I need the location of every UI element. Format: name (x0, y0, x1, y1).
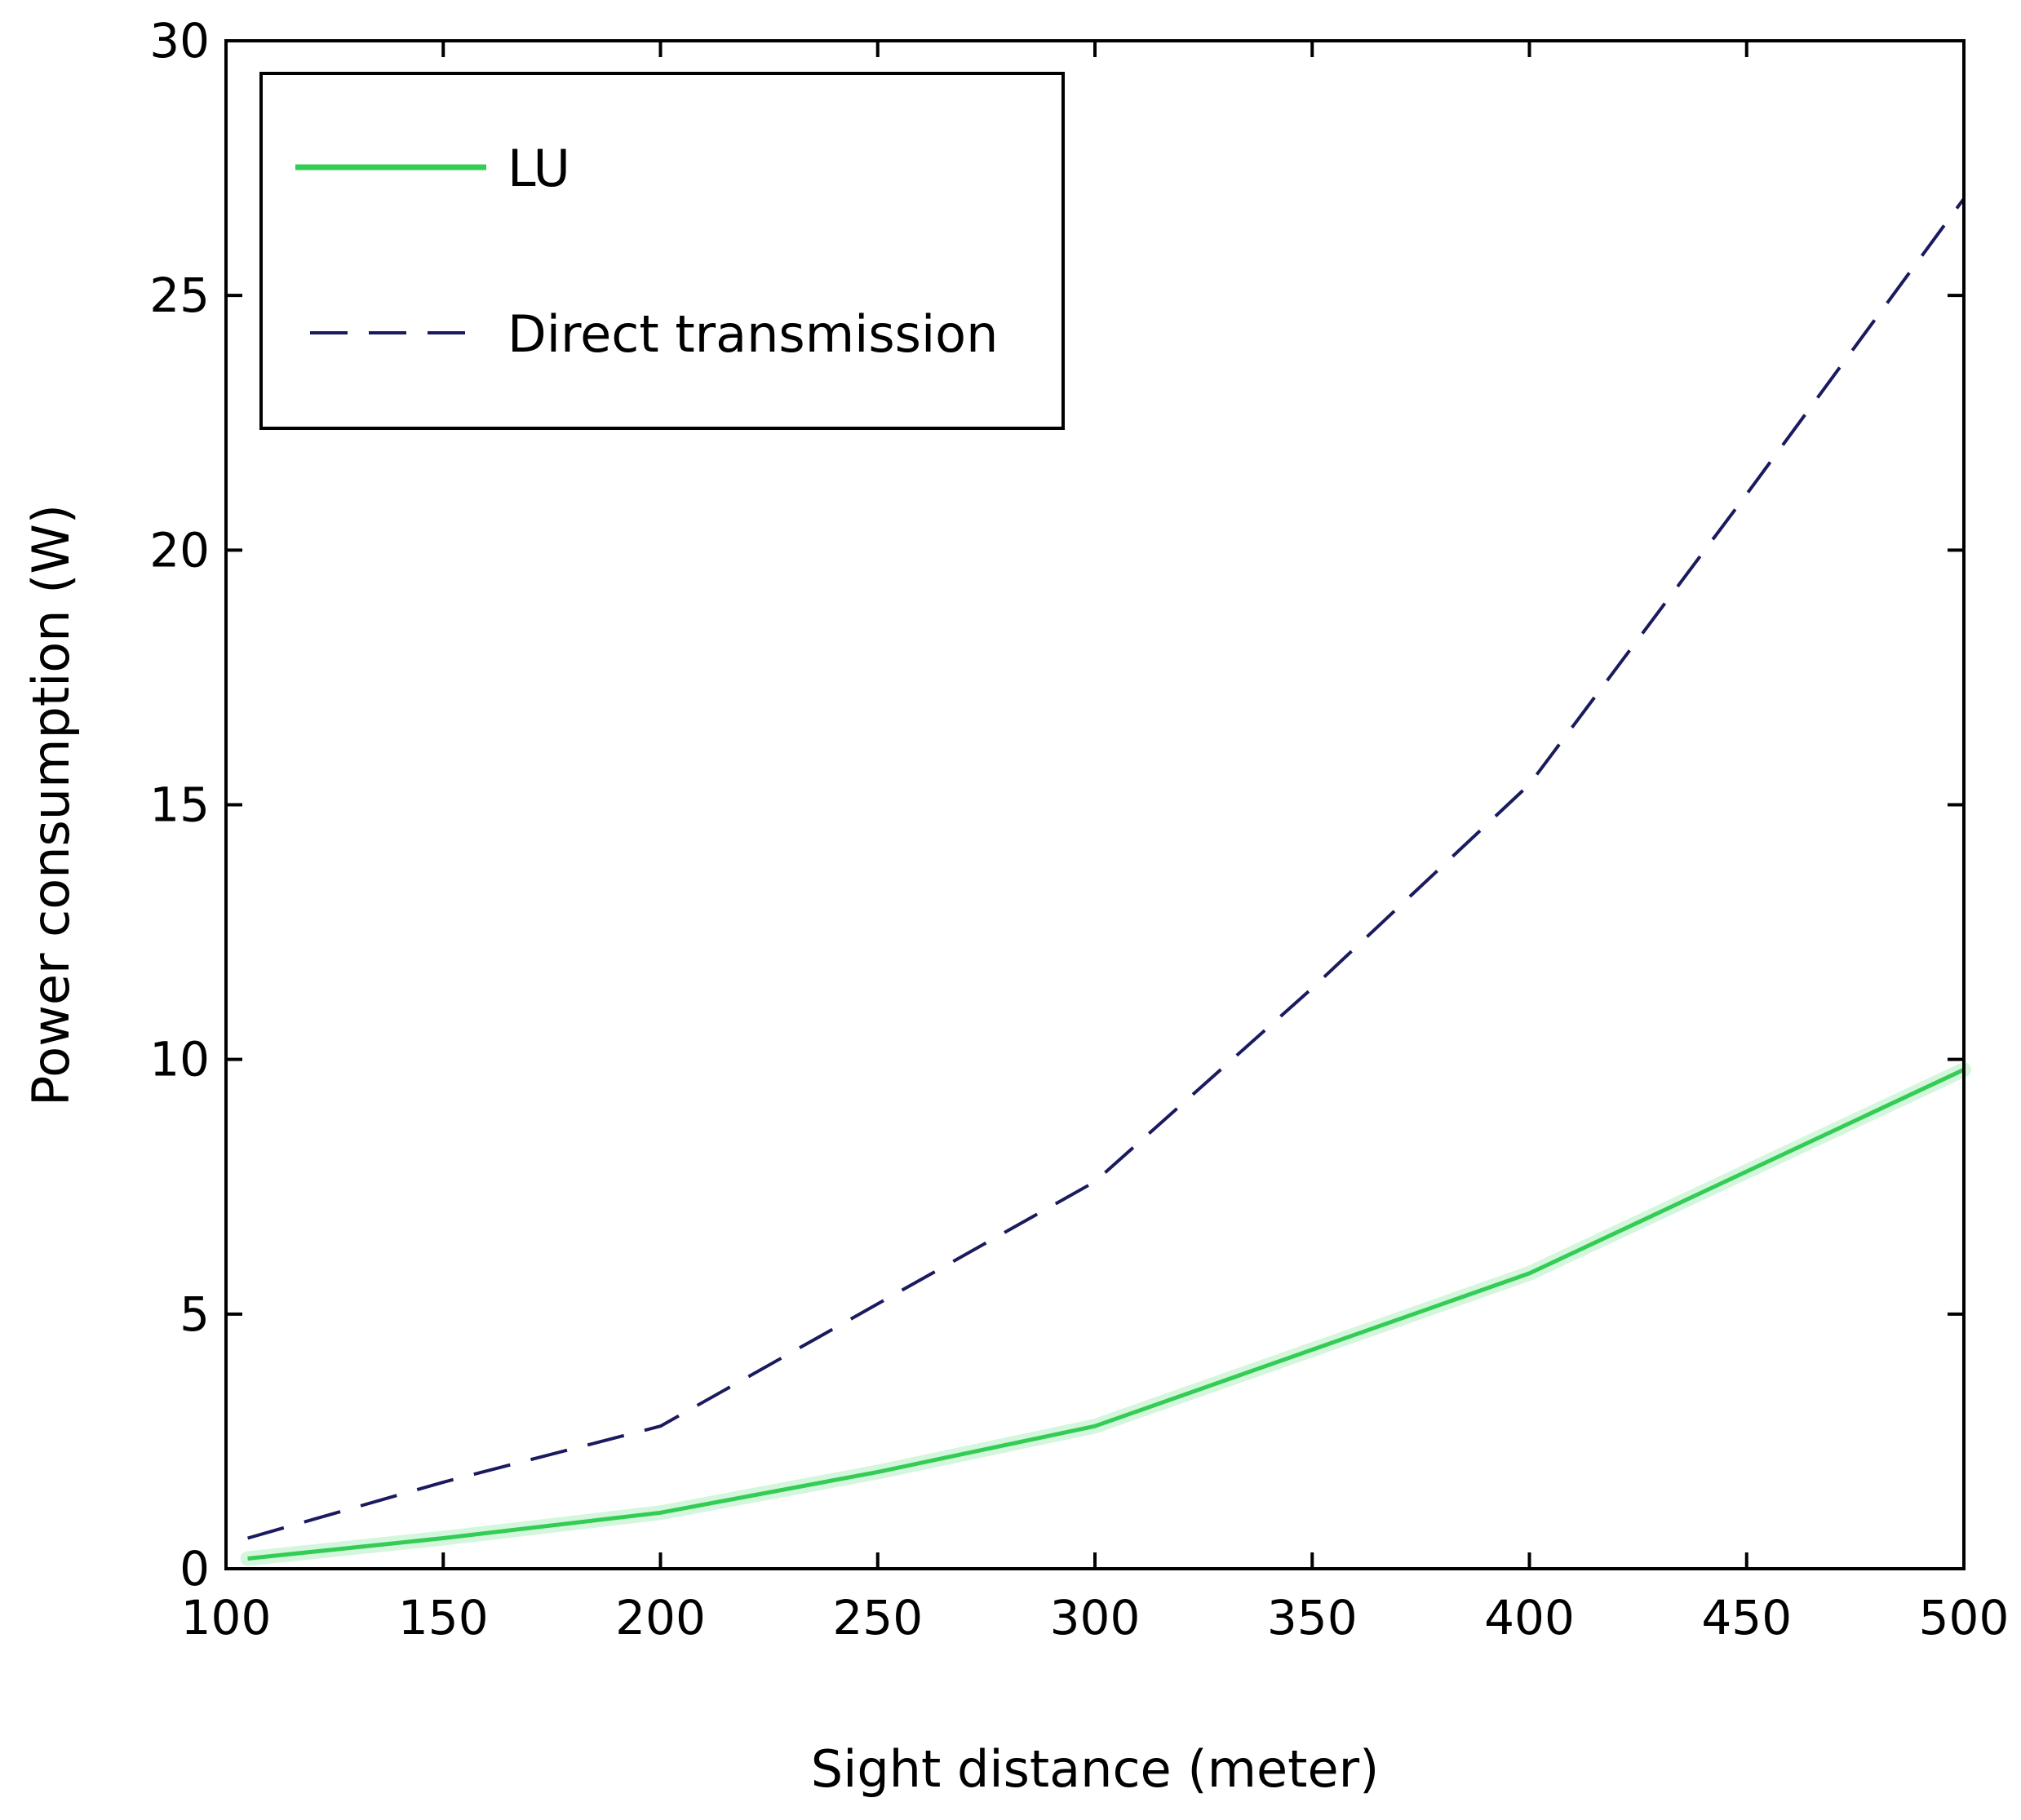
x-tick-label: 100 (181, 1590, 272, 1645)
series-layer (240, 197, 1971, 1566)
x-tick-label: 200 (615, 1590, 706, 1645)
y-tick-label: 10 (149, 1032, 210, 1087)
y-tick-label: 0 (179, 1541, 210, 1596)
y-tick-label: 20 (149, 522, 210, 578)
ticks-layer: 100 150 200 250 300 350 400 450 500 0 5 10 15 20 25 30 (149, 13, 2009, 1645)
x-tick-label: 300 (1050, 1590, 1141, 1645)
x-tick-label: 450 (1701, 1590, 1792, 1645)
x-tick-label: 500 (1919, 1590, 2010, 1645)
x-tick-label: 250 (832, 1590, 923, 1645)
series-line-lu (247, 1067, 1966, 1561)
x-axis-label: Sight distance (meter) (811, 1739, 1380, 1799)
legend-label-lu: LU (507, 139, 570, 198)
y-tick-label: 5 (179, 1286, 210, 1342)
x-tick-label: 400 (1484, 1590, 1575, 1645)
legend: LU Direct transmission (259, 72, 1065, 430)
y-tick-label: 25 (149, 268, 210, 323)
x-tick-label: 350 (1267, 1590, 1358, 1645)
y-tick-label: 30 (149, 13, 210, 69)
y-tick-label: 15 (149, 777, 210, 833)
legend-label-direct-transmission: Direct transmission (507, 304, 998, 364)
y-axis-label: Power consumption (W) (21, 504, 81, 1106)
legend-box (259, 72, 1065, 430)
x-tick-label: 150 (398, 1590, 489, 1645)
